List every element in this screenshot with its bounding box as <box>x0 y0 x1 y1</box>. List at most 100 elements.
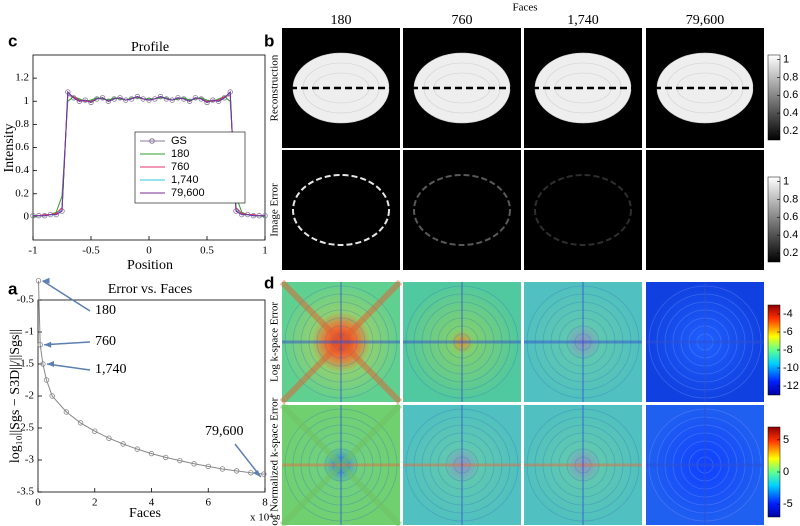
panel-letter: d <box>264 273 274 292</box>
point <box>186 98 193 104</box>
legend-label: GS <box>171 135 187 147</box>
panel-letter: b <box>264 31 274 50</box>
series-line <box>32 96 266 218</box>
colorbar <box>767 176 781 263</box>
x-tick-label: 4 <box>149 497 155 509</box>
y-axis-label: Intensity <box>2 124 17 173</box>
point <box>77 420 84 426</box>
image-tile <box>403 28 521 148</box>
y-tick-label: 1.2 <box>15 72 29 84</box>
image-tile <box>282 28 400 148</box>
colorbar-tick-label: 0.6 <box>783 211 798 223</box>
image-tile <box>279 402 403 526</box>
annotation-arrow <box>42 280 91 312</box>
colorbar-tick-label: -5 <box>783 498 793 510</box>
point <box>92 428 98 434</box>
tile-bg <box>403 150 521 270</box>
image-tile <box>646 150 764 270</box>
chart-title: Profile <box>131 40 169 55</box>
y-tick-label: 0.4 <box>15 164 29 176</box>
annotation: 760 <box>95 334 116 349</box>
x-axis-label: Position <box>127 258 173 273</box>
row-label: Log k-space Error <box>269 302 281 382</box>
annotation-arrow <box>46 363 91 371</box>
colorbar-tick-label: -10 <box>783 362 799 374</box>
error-ring <box>534 174 632 246</box>
arrow-head <box>252 470 261 478</box>
point <box>162 454 169 461</box>
point <box>43 377 50 383</box>
point <box>40 361 46 367</box>
point <box>148 450 155 457</box>
colorbar-tick-label: -6 <box>783 326 793 338</box>
colorbar-tick-label: 0.4 <box>783 229 798 241</box>
error-ring <box>292 174 390 246</box>
colorbar-tick-label: -8 <box>783 344 793 356</box>
image-tile <box>524 150 642 270</box>
column-header: 760 <box>452 13 473 28</box>
point <box>191 461 197 467</box>
x-tick-label: 0 <box>146 245 152 257</box>
annotation: 79,600 <box>205 424 244 439</box>
row-label: Log Normalized k-space Error <box>269 397 281 526</box>
column-header: 79,600 <box>686 13 725 28</box>
y-tick-label: 1 <box>24 95 30 107</box>
legend-label: 1,740 <box>171 174 199 186</box>
x-tick-label: -1 <box>28 245 37 257</box>
point <box>134 93 141 100</box>
image-tile <box>403 282 521 402</box>
point <box>105 98 112 104</box>
images-title: Faces <box>512 2 537 14</box>
point <box>120 441 126 447</box>
point <box>134 446 141 452</box>
point <box>63 409 70 415</box>
annotation: 1,740 <box>95 362 127 377</box>
colorbar-tick-label: 0.2 <box>783 125 798 137</box>
image-tile <box>646 405 764 525</box>
column-header: 1,740 <box>567 13 599 28</box>
colorbar-tick-label: 0.6 <box>783 89 798 101</box>
y-tick-label: -2 <box>25 390 34 402</box>
y-tick-label: 0.6 <box>15 141 29 153</box>
y-tick-label: 0.8 <box>15 118 29 130</box>
colorbar-tick-label: 1 <box>783 175 789 187</box>
x-scale-label: x 10⁴ <box>250 512 273 524</box>
chart-title: Error vs. Faces <box>108 282 192 297</box>
image-tile <box>524 282 642 402</box>
point <box>49 393 55 399</box>
point <box>157 93 164 100</box>
point <box>37 342 43 348</box>
y-tick-label: -3 <box>25 454 35 466</box>
tile-bg <box>646 150 764 270</box>
image-tile <box>646 282 764 402</box>
panel-letter: a <box>8 279 18 298</box>
y-axis-label: log₁₀||Sgs − S3D||/||Sgs|| <box>8 329 23 463</box>
x-tick-label: 8 <box>262 497 268 509</box>
x-tick-label: 2 <box>92 497 98 509</box>
image-tile <box>524 405 642 525</box>
colorbar-tick-label: -4 <box>783 308 793 320</box>
y-tick-label: -1.5 <box>17 358 35 370</box>
legend-marker <box>149 138 155 144</box>
error-ring <box>413 174 511 246</box>
point <box>177 457 183 464</box>
arrow-head <box>44 341 52 348</box>
point <box>248 470 254 476</box>
tile-bg <box>524 150 642 270</box>
colorbar-tick-label: 0.8 <box>783 193 798 205</box>
y-tick-label: 0.2 <box>15 187 29 199</box>
colorbar-tick-label: 0.2 <box>783 247 798 259</box>
y-tick-label: -3.5 <box>17 486 35 498</box>
image-tile <box>524 28 642 148</box>
colorbar-tick-label: 5 <box>783 434 789 446</box>
legend-label: 180 <box>171 148 189 160</box>
series-line <box>33 90 265 217</box>
y-tick-label: -1 <box>25 326 34 338</box>
colorbar-tick-label: 1 <box>783 53 789 65</box>
image-tile <box>279 279 403 405</box>
arrow-head <box>46 361 54 367</box>
point <box>106 435 112 441</box>
colorbar-tick-label: 0.4 <box>783 107 798 119</box>
y-tick-label: -2.5 <box>17 422 35 434</box>
